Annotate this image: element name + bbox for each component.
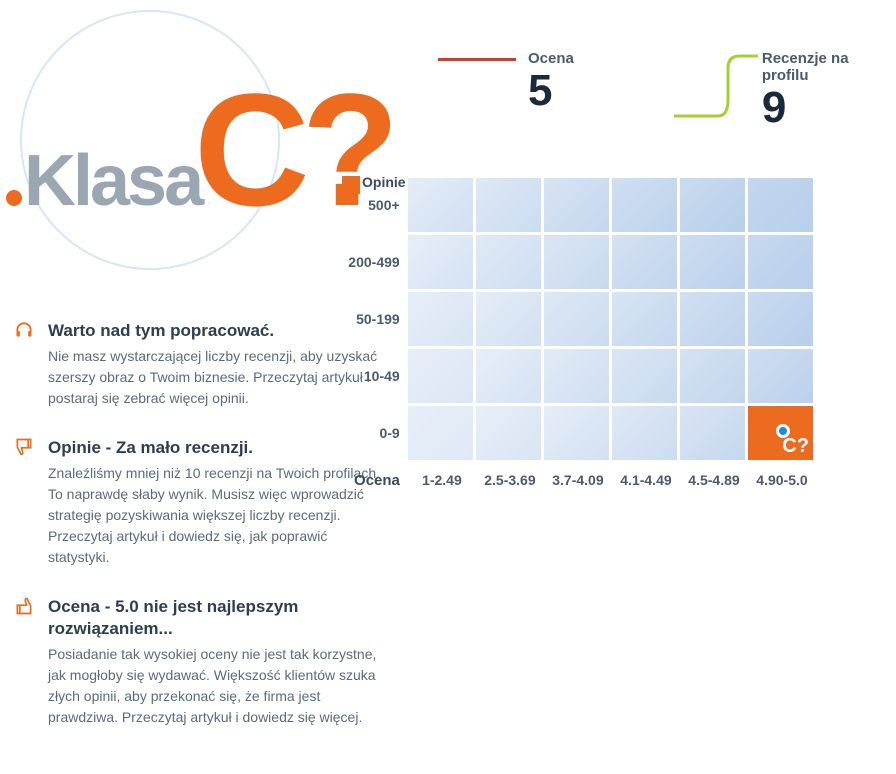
heatmap-xlabel: 4.90-5.0 <box>748 472 816 489</box>
heatmap-cell <box>612 292 677 346</box>
heatmap-xlabel: 3.7-4.09 <box>544 472 612 489</box>
heatmap-cell <box>680 178 745 232</box>
heatmap-row: 200-499 <box>348 235 816 289</box>
stat-reviews: Recenzje na profilu 9 <box>664 50 886 130</box>
heatmap-cell <box>408 292 473 346</box>
heatmap-cell <box>748 292 813 346</box>
left-column: Klasa C? Opinie Warto nad tym popracować… <box>0 0 400 756</box>
heatmap-cell <box>408 178 473 232</box>
heatmap-cell <box>748 349 813 403</box>
heatmap-cell <box>612 406 677 460</box>
heatmap-cell <box>408 406 473 460</box>
heatmap-row: 0-9 C? <box>348 406 816 460</box>
right-column: Ocena 5 Recenzje na profilu 9 500+200-49… <box>418 50 886 489</box>
heatmap-cell <box>612 235 677 289</box>
advice-title: Opinie - Za mało recenzji. <box>48 437 382 459</box>
heatmap-cell <box>544 406 609 460</box>
stat-reviews-value: 9 <box>762 86 886 130</box>
klasa-label: Klasa <box>24 140 201 222</box>
advice-body: Znaleźliśmy mniej niż 10 recenzji na Two… <box>48 463 382 568</box>
heatmap-row: 500+ <box>348 178 816 232</box>
heatmap-ylabel: 500+ <box>348 197 408 213</box>
heatmap: 500+ 200-499 50-199 10-49 0-9 C? Ocena1-2.492… <box>348 178 816 489</box>
stat-rating-value: 5 <box>528 69 574 113</box>
heatmap-ylabel: 0-9 <box>348 425 408 441</box>
heatmap-cell <box>544 178 609 232</box>
advice-body: Posiadanie tak wysokiej oceny nie jest t… <box>48 644 382 728</box>
heatmap-xlabel: 1-2.49 <box>408 472 476 489</box>
heatmap-cell <box>612 349 677 403</box>
stats-row: Ocena 5 Recenzje na profilu 9 <box>418 50 886 130</box>
heatmap-cell <box>748 178 813 232</box>
advice-title: Warto nad tym popracować. <box>48 320 382 342</box>
heatmap-xlabel: 4.1-4.49 <box>612 472 680 489</box>
heatmap-xlabel: 2.5-3.69 <box>476 472 544 489</box>
heatmap-row: 10-49 <box>348 349 816 403</box>
stat-rating: Ocena 5 <box>418 50 574 130</box>
heatmap-cell <box>680 292 745 346</box>
advice-item: Warto nad tym popracować. Nie masz wysta… <box>48 320 390 409</box>
advice-item: Ocena - 5.0 nie jest najlepszym rozwiąza… <box>48 596 390 728</box>
heatmap-ylabel: 10-49 <box>348 368 408 384</box>
heatmap-cell <box>408 235 473 289</box>
heatmap-row: 50-199 <box>348 292 816 346</box>
heatmap-cell <box>748 235 813 289</box>
heatmap-cell <box>680 235 745 289</box>
heatmap-xaxis: Ocena1-2.492.5-3.693.7-4.094.1-4.494.5-4… <box>348 472 816 489</box>
stat-reviews-label: Recenzje na profilu <box>762 50 886 84</box>
stat-rating-label: Ocena <box>528 50 574 67</box>
heatmap-cell <box>476 235 541 289</box>
heatmap-cell <box>476 349 541 403</box>
thumbs-up-icon <box>14 596 34 616</box>
heatmap-cell <box>612 178 677 232</box>
marker-label: C? <box>782 435 809 458</box>
heatmap-cell <box>476 178 541 232</box>
heatmap-cell <box>680 406 745 460</box>
heatmap-cell <box>476 406 541 460</box>
advice-body: Nie masz wystarczającej liczby recenzji,… <box>48 346 382 409</box>
heatmap-cell <box>544 349 609 403</box>
heatmap-ylabel: 50-199 <box>348 311 408 327</box>
heatmap-cell: C? <box>748 406 813 460</box>
heatmap-cell <box>680 349 745 403</box>
heatmap-xaxis-title: Ocena <box>348 472 408 489</box>
advice-list: Warto nad tym popracować. Nie masz wysta… <box>10 320 390 728</box>
thumbs-down-icon <box>14 437 34 457</box>
advice-title: Ocena - 5.0 nie jest najlepszym rozwiąza… <box>48 596 382 640</box>
grade-hero: Klasa C? Opinie <box>10 40 390 260</box>
headphones-icon <box>14 320 34 340</box>
advice-item: Opinie - Za mało recenzji. Znaleźliśmy m… <box>48 437 390 568</box>
heatmap-xlabel: 4.5-4.89 <box>680 472 748 489</box>
heatmap-cell <box>408 349 473 403</box>
accent-dot-icon <box>6 190 22 206</box>
reviews-accent-line <box>674 50 758 120</box>
heatmap-ylabel: 200-499 <box>348 254 408 270</box>
heatmap-cell <box>544 235 609 289</box>
heatmap-cell <box>476 292 541 346</box>
rating-accent-line <box>438 58 516 61</box>
heatmap-cell <box>544 292 609 346</box>
